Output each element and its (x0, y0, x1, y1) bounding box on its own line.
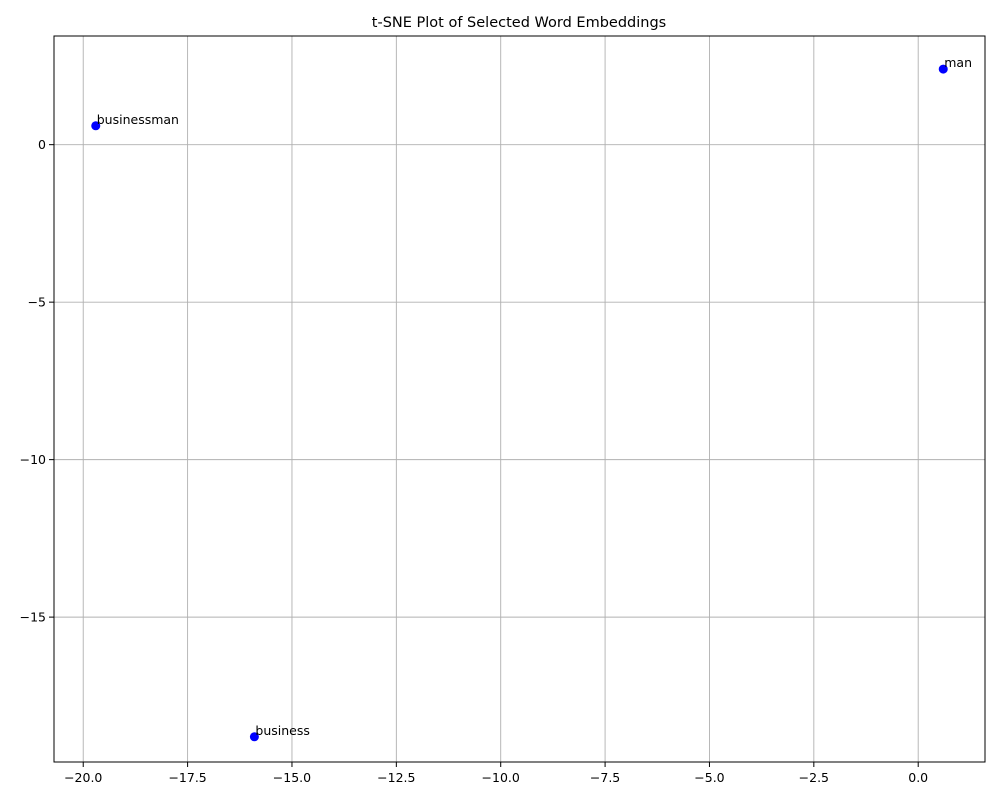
x-tick-label: −17.5 (168, 770, 206, 785)
x-axis: −20.0 −17.5 −15.0 −12.5 −10.0 −7.5 −5.0 −2.5 0.0 (64, 762, 928, 785)
y-tick-label: −15 (20, 610, 46, 625)
point-label: businessman (97, 112, 179, 127)
x-tick-label: −12.5 (377, 770, 415, 785)
plot-area (53, 35, 986, 763)
x-tick-label: −5.0 (694, 770, 724, 785)
y-axis: 0 −5 −10 −15 (20, 137, 54, 625)
data-point (938, 64, 948, 74)
chart-title: t-SNE Plot of Selected Word Embeddings (372, 15, 666, 31)
y-tick-label: −5 (28, 295, 46, 310)
y-tick-label: 0 (38, 137, 46, 152)
point-label: business (255, 723, 309, 738)
x-tick-label: −2.5 (799, 770, 829, 785)
x-tick-label: −20.0 (64, 770, 102, 785)
x-tick-label: 0.0 (908, 770, 928, 785)
x-tick-label: −10.0 (482, 770, 520, 785)
data-point (249, 732, 259, 742)
data-points: businessman man business (91, 55, 972, 742)
x-tick-label: −7.5 (590, 770, 620, 785)
data-point (91, 121, 101, 131)
point-label: man (944, 55, 972, 70)
y-tick-label: −10 (20, 452, 46, 467)
grid-lines (54, 36, 985, 762)
x-tick-label: −15.0 (273, 770, 311, 785)
